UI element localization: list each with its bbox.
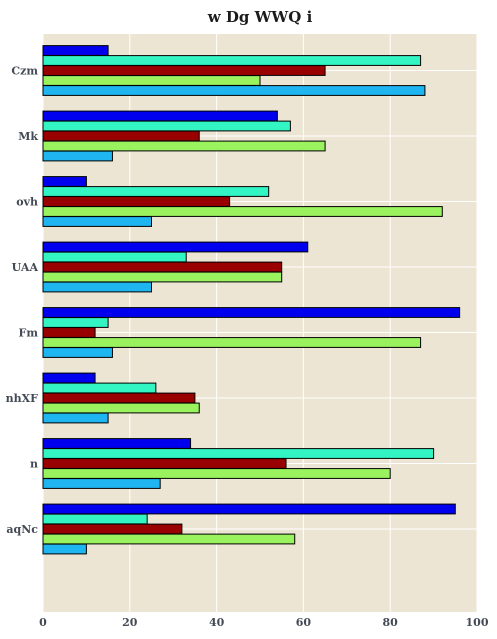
bar [42,392,196,404]
y-tick-label: ovh [16,196,38,209]
bar [42,120,291,132]
x-tick-label: 40 [209,616,225,629]
bar [42,468,391,479]
bar [42,45,109,56]
bar [42,206,443,217]
bar [42,307,461,318]
bar [42,327,96,338]
bar [42,281,152,293]
bar [42,337,422,348]
bar [42,85,426,96]
x-axis: 0 20 40 60 80 100 [39,616,489,629]
bar [42,402,200,414]
bar [42,523,183,535]
bar [42,140,326,152]
y-tick-label: Mk [18,130,38,143]
bar [42,271,283,283]
bar [42,458,287,469]
x-tick-label: 80 [383,616,399,629]
bar [42,241,309,253]
bar [42,130,200,142]
bar [42,65,326,76]
x-tick-label: 0 [39,616,47,629]
bar [42,438,192,449]
x-tick-label: 20 [122,616,138,629]
x-tick-label: 60 [296,616,312,629]
bar [42,478,161,489]
bar [42,196,231,207]
bar [42,372,96,384]
bar [42,261,283,273]
bar [42,503,456,515]
bars [42,45,461,555]
bar [42,150,113,162]
bar [42,533,296,545]
bar [42,176,87,187]
bar [42,382,157,394]
bar [42,513,148,525]
x-tick-label: 100 [466,616,489,629]
y-tick-label: nhXF [6,392,39,405]
bar [42,55,422,66]
bar [42,216,152,227]
chart-title: w Dg WWQ i [207,8,313,26]
y-tick-label: n [30,458,38,471]
bar [42,448,435,459]
bar [42,317,109,328]
y-tick-label: UAA [12,261,39,274]
bar [42,347,113,358]
y-tick-label: Czm [11,65,38,78]
bar [42,251,187,263]
y-axis: Czm Mk ovh UAA Fm nhXF n aqNc [6,65,39,537]
bar [42,412,109,424]
bar [42,110,278,122]
bar [42,543,87,555]
y-tick-label: aqNc [6,523,38,536]
bar [42,75,261,86]
y-tick-label: Fm [19,327,39,340]
bar [42,186,270,197]
